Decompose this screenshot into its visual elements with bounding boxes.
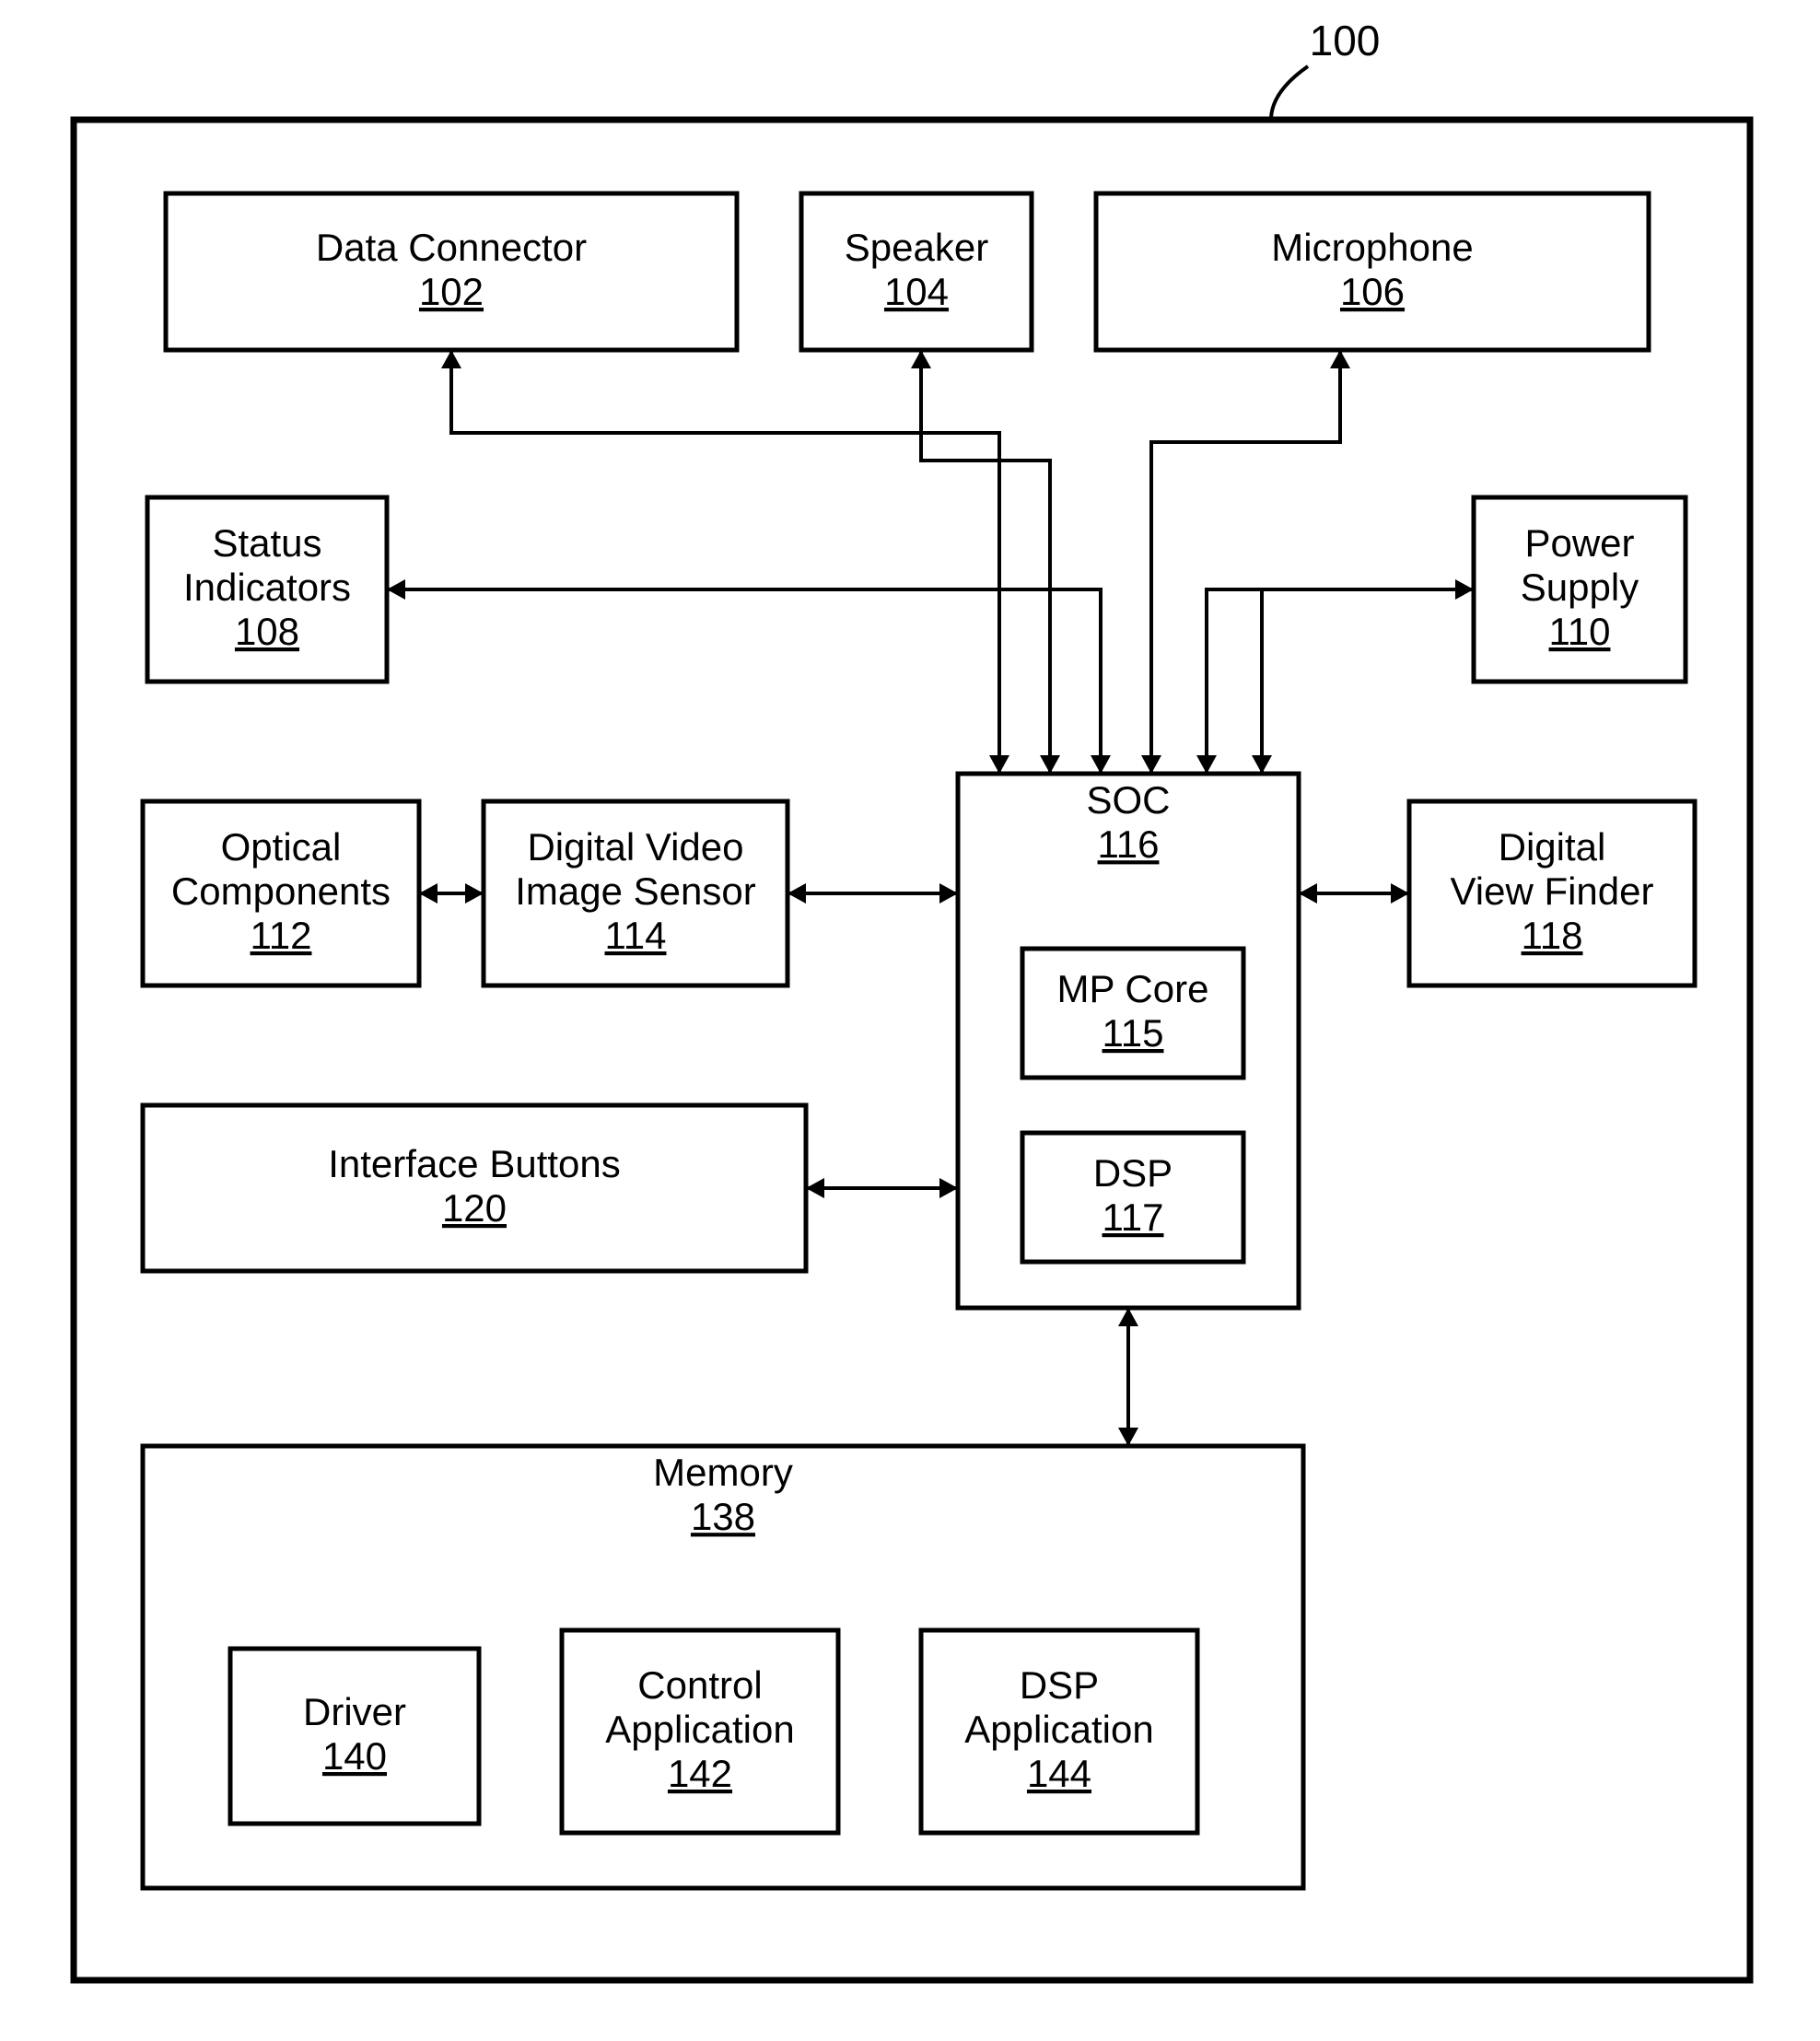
block-power_supply-ref: 110 [1549,610,1611,653]
block-soc-label: SOC [1086,778,1170,822]
block-memory-label: Memory [653,1451,793,1494]
block-memory-ref: 138 [691,1495,755,1538]
block-control_app: ControlApplication142 [562,1630,838,1833]
block-status_ind-label: Indicators [183,566,351,609]
block-microphone-ref: 106 [1340,270,1405,313]
block-mp_core: MP Core115 [1022,949,1243,1078]
block-status_ind-label: Status [212,521,321,565]
block-driver-ref: 140 [322,1734,387,1778]
block-control_app-ref: 142 [668,1752,732,1795]
block-microphone: Microphone106 [1096,193,1649,350]
block-img_sensor-label: Digital Video [527,825,743,869]
block-interface_btns-label: Interface Buttons [328,1142,621,1185]
block-speaker: Speaker104 [801,193,1032,350]
block-power_supply: PowerSupply110 [1474,497,1686,682]
block-dsp_app-label: DSP [1020,1663,1099,1707]
block-view_finder: DigitalView Finder118 [1409,801,1695,986]
svg-text:100: 100 [1310,17,1381,64]
block-driver-label: Driver [303,1690,406,1733]
block-data_connector-label: Data Connector [316,226,587,269]
block-data_connector: Data Connector102 [166,193,737,350]
block-optical-label: Optical [221,825,342,869]
block-mp_core-ref: 115 [1102,1011,1164,1055]
block-speaker-label: Speaker [845,226,988,269]
block-view_finder-ref: 118 [1522,914,1583,957]
block-img_sensor: Digital VideoImage Sensor114 [484,801,788,986]
block-control_app-label: Control [637,1663,762,1707]
block-status_ind: StatusIndicators108 [147,497,387,682]
block-data_connector-ref: 102 [419,270,484,313]
block-dsp-label: DSP [1093,1151,1172,1195]
block-dsp_app-ref: 144 [1027,1752,1091,1795]
block-optical: OpticalComponents112 [143,801,419,986]
block-power_supply-label: Power [1524,521,1634,565]
block-view_finder-label: View Finder [1451,869,1654,913]
block-interface_btns-ref: 120 [442,1186,507,1230]
block-control_app-label: Application [605,1708,794,1751]
block-dsp-ref: 117 [1102,1195,1164,1239]
block-img_sensor-ref: 114 [605,914,667,957]
block-optical-label: Components [171,869,391,913]
block-speaker-ref: 104 [884,270,949,313]
block-status_ind-ref: 108 [235,610,299,653]
block-mp_core-label: MP Core [1057,967,1209,1010]
block-interface_btns: Interface Buttons120 [143,1105,806,1271]
block-soc-ref: 116 [1098,822,1160,866]
block-power_supply-label: Supply [1521,566,1639,609]
block-dsp_app: DSPApplication144 [921,1630,1197,1833]
block-optical-ref: 112 [251,914,312,957]
block-microphone-label: Microphone [1271,226,1473,269]
block-view_finder-label: Digital [1499,825,1606,869]
block-driver: Driver140 [230,1649,479,1824]
block-dsp: DSP117 [1022,1133,1243,1262]
block-dsp_app-label: Application [964,1708,1153,1751]
block-img_sensor-label: Image Sensor [515,869,755,913]
